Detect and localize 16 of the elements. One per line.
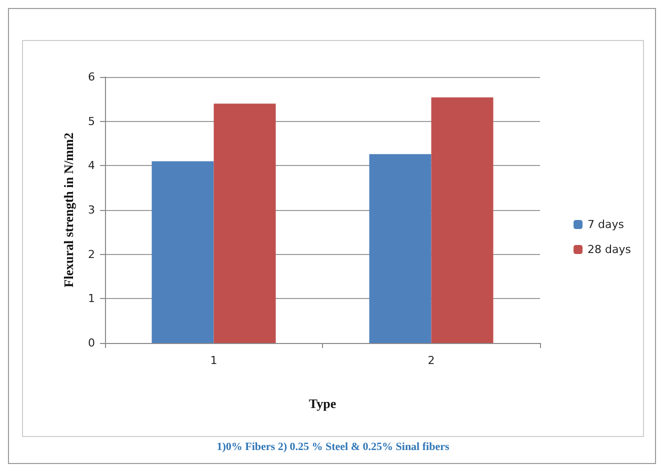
y-tick-label: 0 — [88, 336, 95, 350]
y-tick-label: 6 — [88, 70, 95, 84]
y-tick-label: 1 — [88, 292, 95, 306]
y-tick-label: 4 — [88, 159, 95, 172]
legend-label: 7 days — [588, 218, 624, 231]
bar — [431, 97, 494, 343]
bar — [214, 104, 276, 343]
legend-label: 28 days — [588, 243, 632, 256]
y-tick-label: 3 — [88, 204, 95, 216]
y-tick-label: 5 — [88, 114, 95, 128]
text: 1)0% Fibers 2) 0.25 % Steel & 0.25% Sinal fibers — [216, 441, 450, 453]
bar — [152, 161, 214, 343]
y-axis-title: Flexural strength in N/mm2 — [61, 132, 76, 288]
x-axis-title: Type — [308, 396, 336, 411]
bar — [369, 154, 432, 343]
y-tick-label: 2 — [88, 248, 95, 261]
